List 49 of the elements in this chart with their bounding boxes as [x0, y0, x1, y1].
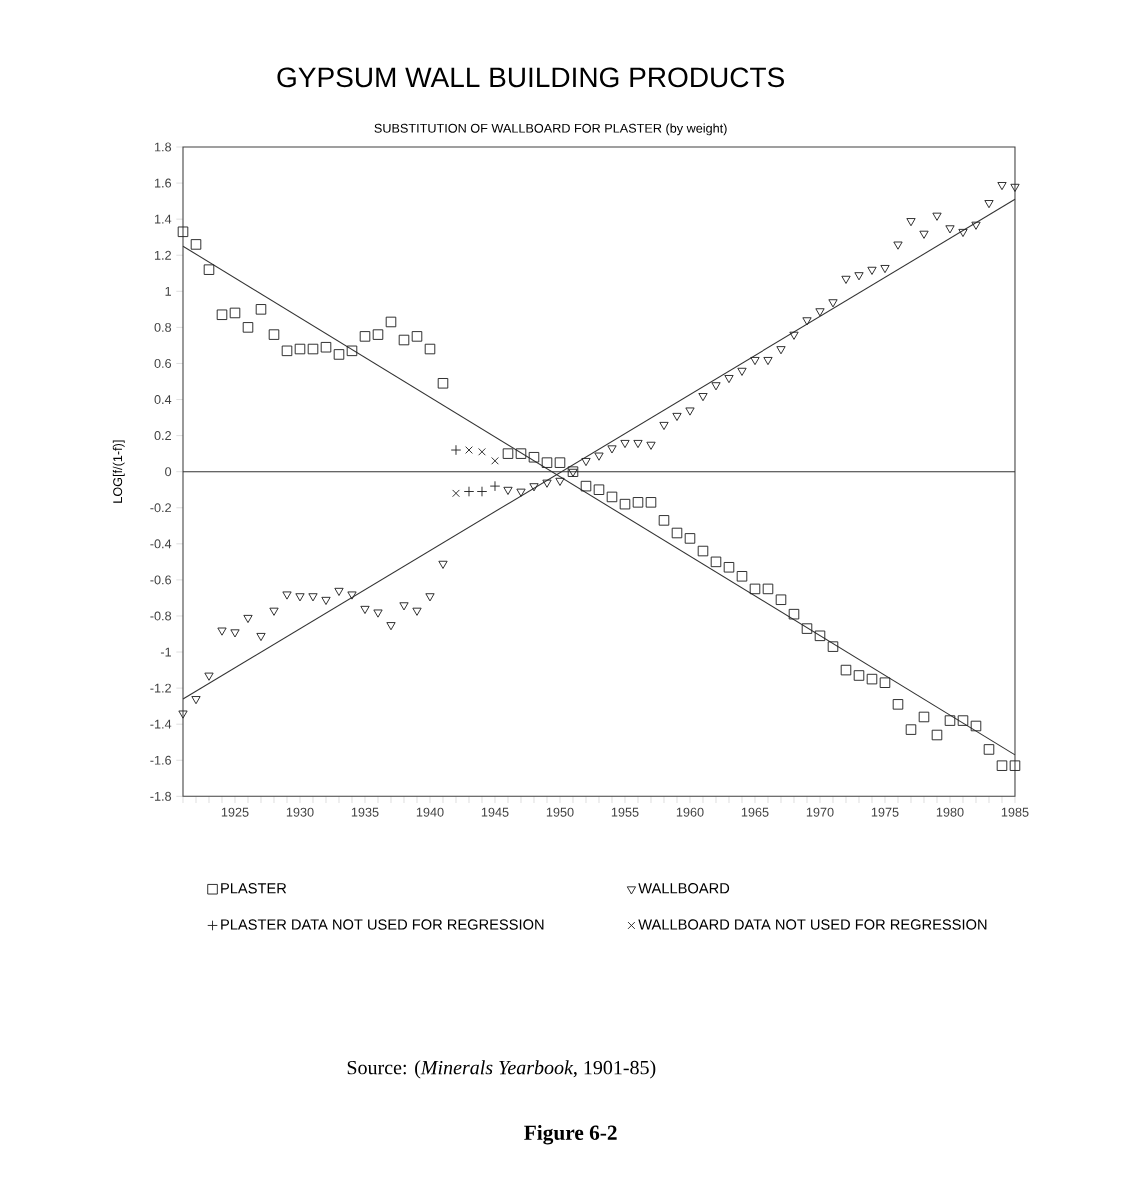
y-tick-label: -0.4: [150, 539, 172, 549]
y-tick-label: 0.6: [154, 358, 172, 368]
point: [465, 446, 473, 454]
point: [476, 486, 488, 497]
y-tick-label: 0: [165, 467, 172, 477]
y-tick-label: 0.2: [154, 431, 171, 441]
y-tick-label: -1.4: [150, 719, 172, 729]
y-tick-label: -0.8: [150, 611, 172, 621]
x-tick-label: 1970: [806, 807, 834, 817]
y-tick-label: 0.8: [154, 322, 172, 332]
legend-label: WALLBOARD DATA NOT USED FOR REGRESSION: [638, 919, 987, 930]
x-tick-label: 1980: [936, 807, 964, 817]
x-tick-label: 1930: [286, 807, 314, 817]
x-tick-label: 1985: [1001, 807, 1029, 817]
point: [450, 444, 462, 456]
y-tick-label: -1: [160, 647, 171, 657]
y-tick-label: -1.2: [150, 683, 171, 693]
x-tick-label: 1960: [676, 807, 704, 817]
legend-label: PLASTER DATA NOT USED FOR REGRESSION: [221, 919, 544, 930]
y-tick-label: 1.4: [154, 214, 172, 224]
x-tick-label: 1965: [741, 807, 769, 817]
point: [491, 456, 499, 465]
x-tick-label: 1975: [871, 807, 899, 817]
source-note: Source: (Minerals Yearbook, 1901-85): [347, 1060, 656, 1079]
point: [489, 480, 501, 492]
legend-label: PLASTER: [221, 883, 287, 894]
y-axis-title: LOG[f/(1-f)]: [112, 440, 125, 503]
y-tick-label: -1.6: [150, 755, 172, 765]
chart-title: GYPSUM WALL BUILDING PRODUCTS: [277, 67, 784, 88]
y-tick-label: 1.2: [154, 250, 171, 260]
legend-label: WALLBOARD: [638, 883, 730, 894]
x-tick-label: 1955: [611, 807, 639, 817]
y-tick-label: 1.8: [154, 142, 172, 152]
x-tick-label: 1945: [481, 807, 509, 817]
caption: Figure 6-2: [524, 1124, 617, 1145]
point: [452, 489, 460, 498]
y-tick-label: -0.6: [150, 575, 172, 585]
y-tick-label: 1.6: [154, 178, 172, 188]
y-tick-label: 0.4: [154, 395, 172, 405]
y-tick-label: -0.2: [150, 503, 171, 513]
x-tick-label: 1935: [351, 807, 379, 817]
chart-subtitle: SUBSTITUTION OF WALLBOARD FOR PLASTER (by weight): [374, 123, 727, 136]
point: [478, 447, 486, 456]
y-tick-label: 1: [165, 286, 171, 296]
x-tick-label: 1940: [416, 807, 444, 817]
x-tick-label: 1950: [546, 807, 574, 817]
y-tick-label: -1.8: [150, 791, 172, 801]
point: [463, 486, 475, 497]
x-tick-label: 1925: [221, 807, 249, 817]
